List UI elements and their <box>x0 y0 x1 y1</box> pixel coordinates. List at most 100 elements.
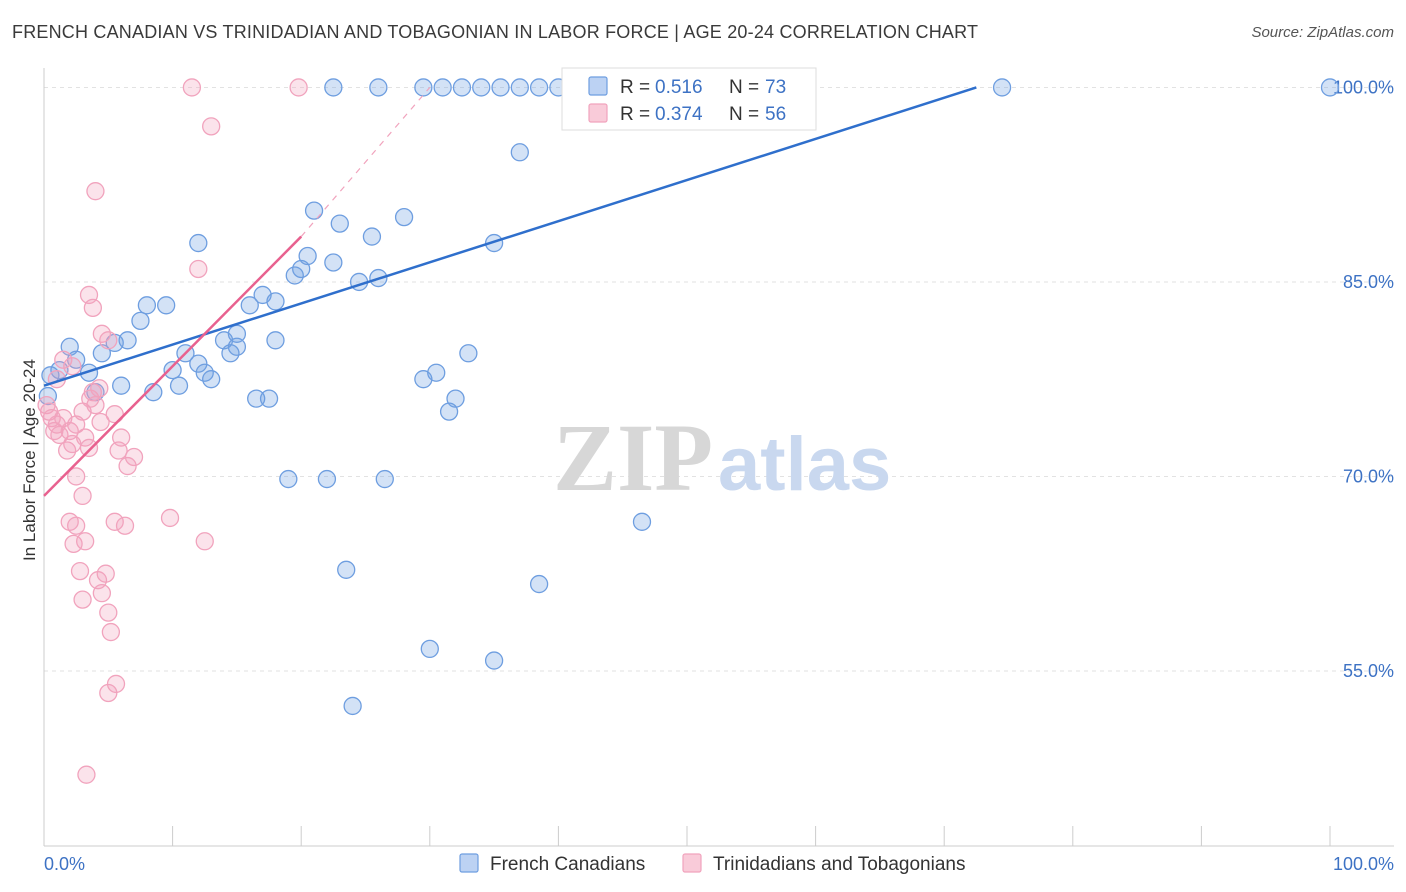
data-point-0-62 <box>992 78 1012 97</box>
trend-line-ext-1 <box>300 87 431 237</box>
data-point-1-27 <box>64 534 83 554</box>
data-point-1-22 <box>124 447 144 467</box>
data-point-0-26 <box>304 201 324 220</box>
legend-r-label-0: R = <box>620 77 650 98</box>
data-point-0-15 <box>189 354 208 373</box>
data-point-1-23 <box>67 467 86 486</box>
bottom-legend-label-0: French Canadians <box>490 854 645 875</box>
data-point-0-32 <box>394 207 414 227</box>
data-point-0-22 <box>266 292 285 311</box>
legend-r-value-0: 0.516 <box>655 77 703 98</box>
data-point-1-16 <box>90 379 109 398</box>
data-point-1-45 <box>86 182 105 201</box>
data-point-1-53 <box>54 350 73 369</box>
y-axis-title: In Labor Force | Age 20-24 <box>20 359 39 561</box>
data-point-1-41 <box>106 674 126 694</box>
legend-n-label-1: N = <box>729 104 759 125</box>
data-point-0-54 <box>472 78 491 97</box>
series-legend: French Canadians Trinidadians and Tobago… <box>459 853 965 875</box>
bottom-legend-swatch-blue <box>459 853 479 873</box>
data-point-1-29 <box>70 561 90 581</box>
data-point-0-39 <box>510 143 529 162</box>
y-tick-label-0: 100.0% <box>1333 77 1394 97</box>
data-point-1-38 <box>160 508 180 528</box>
data-point-0-25 <box>298 246 317 266</box>
trend-lines <box>43 86 977 497</box>
series-trinidadians <box>37 78 308 784</box>
data-point-0-30 <box>362 227 382 246</box>
data-point-1-51 <box>81 389 100 408</box>
y-tick-label-2: 70.0% <box>1343 466 1394 486</box>
data-point-1-37 <box>115 516 135 535</box>
data-point-1-26 <box>67 516 86 535</box>
data-point-0-12 <box>163 360 182 380</box>
watermark-zip: ZIP <box>553 404 713 511</box>
watermark-atlas: atlas <box>718 422 891 507</box>
data-point-0-55 <box>491 78 510 97</box>
data-point-0-57 <box>529 78 549 97</box>
data-point-0-44 <box>317 469 337 489</box>
watermark: ZIP atlas <box>553 404 891 511</box>
data-point-0-8 <box>118 331 137 350</box>
data-point-1-42 <box>77 765 96 784</box>
data-point-0-45 <box>279 469 298 489</box>
data-point-1-32 <box>92 584 112 603</box>
data-point-0-65 <box>259 389 279 408</box>
data-point-0-70 <box>189 233 208 253</box>
data-point-0-27 <box>324 253 343 272</box>
data-point-1-28 <box>76 532 95 551</box>
data-point-0-43 <box>420 639 439 659</box>
data-point-0-52 <box>433 78 452 97</box>
data-point-1-18 <box>99 331 118 350</box>
legend-r-label-1: R = <box>620 104 650 125</box>
data-point-0-69 <box>202 370 221 389</box>
data-point-0-46 <box>337 560 356 579</box>
data-point-1-35 <box>101 622 121 642</box>
data-point-0-11 <box>157 296 176 315</box>
data-point-0-56 <box>510 78 529 97</box>
data-point-0-28 <box>330 214 349 233</box>
data-point-0-66 <box>144 383 163 402</box>
series-french-canadians <box>38 78 1340 716</box>
data-point-0-38 <box>484 233 504 253</box>
legend-swatch-blue <box>588 76 608 96</box>
data-point-1-54 <box>109 441 128 460</box>
bottom-legend-swatch-pink <box>682 853 702 873</box>
data-point-1-39 <box>195 532 214 551</box>
data-point-0-53 <box>452 78 472 97</box>
trend-line-0 <box>43 86 977 387</box>
chart-title: FRENCH CANADIAN VS TRINIDADIAN AND TOBAG… <box>12 22 979 42</box>
x-tick-label-min: 0.0% <box>44 854 85 874</box>
data-point-0-64 <box>247 389 266 408</box>
data-point-0-10 <box>137 296 157 315</box>
data-point-0-36 <box>446 389 465 408</box>
data-point-1-47 <box>202 117 221 136</box>
data-point-0-72 <box>227 324 247 343</box>
data-point-1-46 <box>189 259 208 279</box>
data-point-0-37 <box>459 344 478 363</box>
trend-line-1 <box>43 235 303 497</box>
data-point-0-9 <box>131 311 150 331</box>
data-point-0-41 <box>529 574 549 594</box>
data-point-1-44 <box>83 298 103 318</box>
data-point-0-71 <box>266 331 285 350</box>
legend-r-value-1: 0.374 <box>655 104 703 125</box>
legend-swatch-pink <box>588 103 608 123</box>
data-point-0-20 <box>240 296 259 315</box>
data-point-1-13 <box>79 438 99 458</box>
y-tick-label-1: 85.0% <box>1343 272 1394 292</box>
data-point-0-67 <box>112 376 131 395</box>
data-point-0-40 <box>632 512 652 531</box>
data-point-1-21 <box>118 456 137 476</box>
data-point-1-12 <box>76 428 95 447</box>
data-point-1-36 <box>105 512 124 531</box>
data-point-0-42 <box>484 651 504 670</box>
legend-n-value-0: 73 <box>765 77 786 98</box>
data-point-1-34 <box>99 603 118 622</box>
data-point-0-50 <box>369 78 388 97</box>
grid-lines <box>44 86 1394 672</box>
data-point-1-24 <box>73 486 92 506</box>
legend-n-value-1: 56 <box>765 104 786 125</box>
data-point-0-48 <box>343 696 362 716</box>
